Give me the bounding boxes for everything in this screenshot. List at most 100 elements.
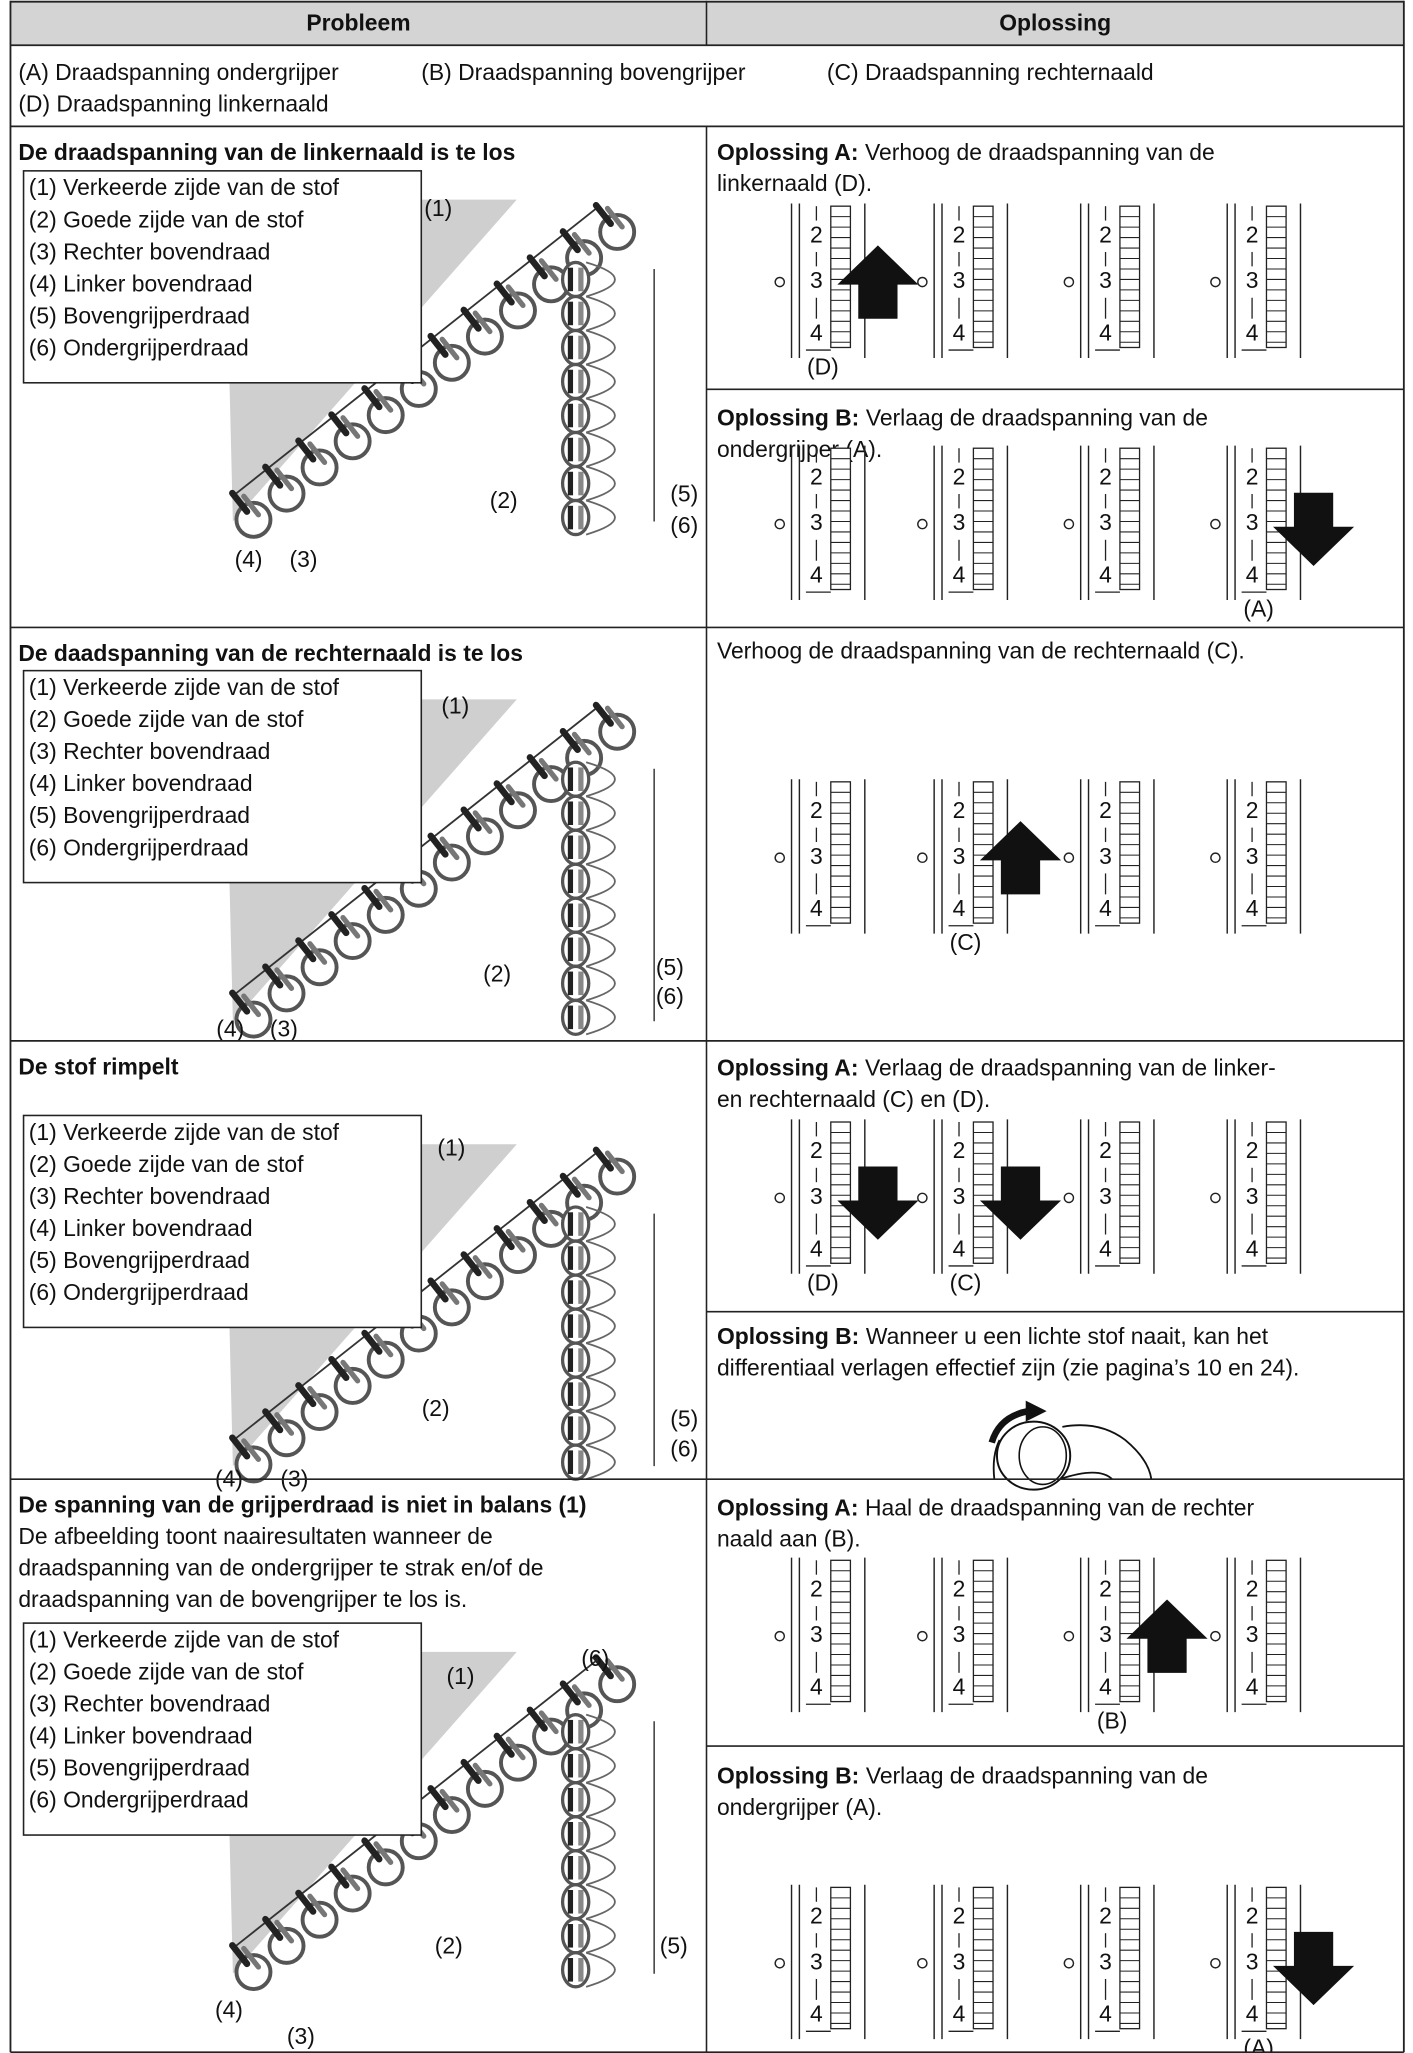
dial-ladder bbox=[830, 1886, 852, 2030]
looper-thread bbox=[585, 295, 616, 332]
needle-thread bbox=[427, 832, 449, 858]
looper-thread bbox=[585, 1917, 616, 1954]
needle-thread bbox=[241, 493, 262, 518]
needle-thread bbox=[340, 914, 361, 939]
needle-thread bbox=[307, 941, 328, 965]
thread-legend-box bbox=[22, 669, 423, 884]
solution-line: Haal de draadspanning van de rechter bbox=[865, 1494, 1255, 1520]
dial-marker bbox=[917, 1192, 928, 1204]
needle-thread bbox=[295, 1382, 317, 1408]
needle-thread bbox=[229, 1434, 251, 1460]
dial-marker bbox=[1063, 1957, 1075, 1969]
dial-number: 3 bbox=[953, 267, 966, 293]
adjust-arrow bbox=[837, 245, 919, 319]
chain-loop bbox=[560, 498, 591, 537]
thread-legend-item: (2) Goede zijde van de stof bbox=[29, 206, 304, 232]
hand-arrow bbox=[988, 1407, 1030, 1444]
looper-thread bbox=[585, 965, 616, 1002]
needle-thread bbox=[427, 332, 449, 358]
dial-number: 2 bbox=[810, 1903, 823, 1929]
needle-thread bbox=[340, 1867, 361, 1892]
dial-marker bbox=[917, 1957, 928, 1969]
needle-thread bbox=[439, 1281, 460, 1305]
dial-marker bbox=[1210, 1192, 1221, 1204]
figure-label: (6) bbox=[581, 1645, 609, 1671]
dial-number: 3 bbox=[810, 1948, 823, 1974]
dial-number: 2 bbox=[1099, 1575, 1112, 1601]
dial-ladder bbox=[1265, 1886, 1287, 2030]
problem-title: De spanning van de grijperdraad is niet … bbox=[18, 1492, 586, 1518]
needle-thread bbox=[559, 228, 581, 254]
dial-ladder bbox=[830, 447, 852, 591]
dial-marker bbox=[1210, 1630, 1221, 1642]
needle-thread bbox=[538, 258, 559, 282]
figure-label: (2) bbox=[422, 1395, 450, 1421]
looper-thread bbox=[585, 431, 616, 468]
needle-thread bbox=[295, 437, 317, 463]
chain-loop bbox=[560, 260, 591, 299]
chain-loop bbox=[560, 862, 591, 900]
dial-number: 2 bbox=[1099, 463, 1112, 489]
dial-label: (D) bbox=[807, 1269, 839, 1295]
solution-label: Oplossing B: bbox=[717, 1323, 859, 1349]
needle-thread bbox=[427, 1785, 449, 1811]
dial-marker bbox=[917, 852, 928, 864]
dial-number: 3 bbox=[953, 1948, 966, 1974]
dial-ladder bbox=[1119, 1886, 1141, 2030]
needle-thread bbox=[460, 1758, 482, 1784]
dial-ladder bbox=[1119, 205, 1141, 349]
dial-knob bbox=[1018, 1426, 1068, 1486]
dial-marker bbox=[1063, 1192, 1075, 1204]
thread-legend-item: (4) Linker bovendraad bbox=[29, 1723, 253, 1749]
dial-number: 4 bbox=[810, 2001, 823, 2027]
dial-number: 2 bbox=[1246, 1137, 1259, 1163]
needle-thread bbox=[373, 1333, 394, 1358]
figure-label: (3) bbox=[290, 546, 318, 572]
legend-item: (C) Draadspanning rechternaald bbox=[827, 59, 1154, 85]
dial-number: 2 bbox=[1099, 1903, 1112, 1929]
dial-number: 3 bbox=[1246, 267, 1259, 293]
needle-thread bbox=[559, 727, 581, 753]
looper-thread bbox=[585, 1883, 616, 1920]
thread-legend-item: (4) Linker bovendraad bbox=[29, 270, 253, 296]
thread-legend-item: (3) Rechter bovendraad bbox=[29, 1183, 271, 1209]
chain-loop bbox=[560, 464, 591, 503]
needle-thread bbox=[526, 1706, 548, 1732]
needle-thread bbox=[493, 780, 515, 806]
needle-thread bbox=[373, 1841, 394, 1865]
thread-legend-item: (1) Verkeerde zijde van de stof bbox=[29, 1626, 340, 1652]
adjust-arrow bbox=[1273, 1931, 1355, 2006]
looper-thread bbox=[585, 829, 616, 866]
looper-thread bbox=[585, 761, 616, 798]
needle-thread bbox=[361, 1837, 383, 1863]
figure-label: (5) bbox=[656, 954, 684, 980]
needle-thread bbox=[604, 705, 625, 730]
dial-number: 2 bbox=[1246, 1903, 1259, 1929]
solution-line: Verlaag de draadspanning van de linker- bbox=[865, 1055, 1276, 1081]
needle-thread bbox=[295, 1889, 317, 1915]
thread-legend-item: (2) Goede zijde van de stof bbox=[29, 1659, 304, 1685]
thread-legend-box bbox=[22, 1622, 423, 1836]
dial-number: 4 bbox=[953, 319, 966, 345]
dial-number: 3 bbox=[953, 1621, 966, 1647]
chain-loop bbox=[560, 396, 591, 435]
dial-marker bbox=[1063, 518, 1075, 530]
looper-thread bbox=[585, 465, 616, 502]
solution-line: Verhoog de draadspanning van de rechtern… bbox=[717, 637, 1245, 663]
chain-loop bbox=[560, 1443, 591, 1481]
needle-thread bbox=[472, 1255, 493, 1279]
dial-marker bbox=[917, 518, 928, 530]
thread-legend-box bbox=[22, 170, 423, 384]
looper-thread bbox=[585, 1849, 616, 1886]
chain-loop bbox=[560, 1409, 591, 1447]
chain-loop bbox=[560, 998, 591, 1036]
solution-line: Wanneer u een lichte stof naait, kan het bbox=[866, 1323, 1269, 1349]
figure-label: (6) bbox=[670, 1435, 698, 1461]
needle-thread bbox=[262, 963, 284, 989]
problem-title: De daadspanning van de rechternaald is t… bbox=[18, 640, 523, 666]
needle-thread bbox=[538, 757, 559, 782]
problem-description: draadspanning van de bovengrijper te los… bbox=[18, 1586, 467, 1612]
chain-loop bbox=[560, 1205, 591, 1243]
needle-thread bbox=[460, 1251, 482, 1277]
looper-thread bbox=[585, 897, 616, 934]
